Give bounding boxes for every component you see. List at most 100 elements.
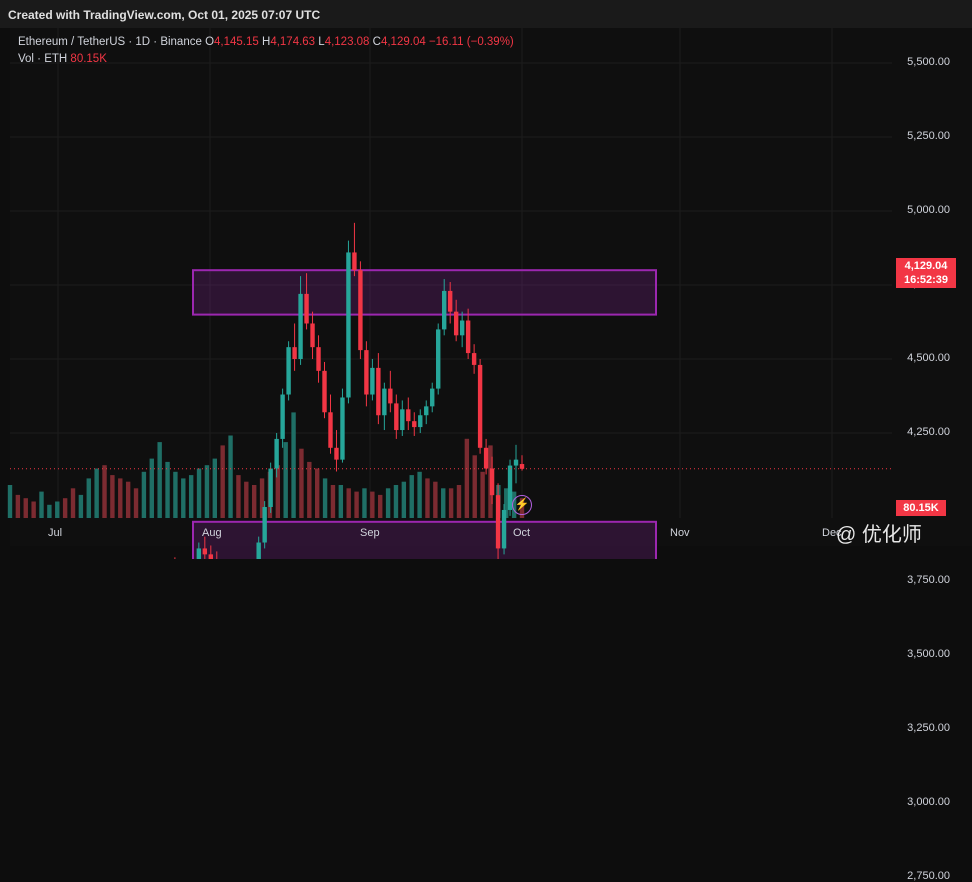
candle-body — [459, 320, 465, 336]
current-price-badge: 4,129.04 16:52:39 — [896, 258, 956, 288]
candle-body — [507, 465, 513, 510]
volume-bar — [86, 478, 91, 518]
volume-bar — [385, 488, 391, 518]
candle-body — [202, 548, 208, 555]
candle-body — [447, 290, 453, 312]
symbol-legend[interactable]: Ethereum / TetherUS · 1D · Binance O4,14… — [18, 36, 514, 48]
volume-bar — [181, 478, 186, 518]
resistance-zone — [192, 269, 657, 316]
price-tick-label: 4,500.00 — [907, 352, 950, 364]
volume-bar — [110, 475, 115, 518]
volume-bar — [204, 465, 210, 518]
close-value: 4,129.04 — [380, 36, 426, 48]
price-tick-label: 3,500.00 — [907, 648, 950, 660]
volume-bar — [362, 488, 367, 518]
candle-body — [376, 367, 381, 416]
caption-text: Created with TradingView.com, Oct 01, 20… — [8, 8, 321, 22]
volume-bar — [102, 465, 107, 518]
candle-body — [442, 290, 447, 330]
candle-body — [316, 347, 321, 371]
price-tick-label: 5,000.00 — [907, 204, 950, 216]
volume-bar — [188, 475, 194, 518]
price-chart[interactable] — [0, 0, 972, 559]
volume-bar — [354, 491, 359, 518]
price-tick-label: 2,750.00 — [907, 870, 950, 882]
current-price-text: 4,129.04 — [904, 260, 948, 272]
volume-bar — [173, 471, 178, 518]
volume-value: 80.15K — [70, 53, 107, 65]
candle-body — [268, 468, 273, 507]
candle-body — [310, 323, 315, 348]
low-value: 4,123.08 — [324, 36, 370, 48]
candle-body — [513, 459, 519, 466]
candle-body — [364, 350, 369, 395]
price-tick-label: 3,250.00 — [907, 722, 950, 734]
volume-bar — [47, 504, 52, 518]
candle-body — [418, 415, 423, 428]
change-value: −16.11 (−0.39%) — [428, 36, 514, 48]
volume-bar — [330, 485, 336, 518]
volume-bar — [299, 448, 304, 518]
candle-body — [465, 320, 471, 354]
volume-bar — [31, 501, 36, 518]
candle-body — [304, 293, 309, 324]
price-tick-label: 4,250.00 — [907, 426, 950, 438]
volume-label: Vol · ETH — [18, 53, 68, 65]
volume-bar — [125, 481, 131, 518]
volume-bar — [315, 468, 320, 518]
volume-bar — [346, 488, 351, 518]
candle-body — [346, 252, 351, 398]
volume-bar — [307, 461, 312, 518]
candle-body — [292, 347, 297, 359]
volume-bar — [196, 468, 202, 518]
candle-body — [256, 542, 261, 559]
volume-bar — [157, 442, 162, 518]
volume-bar — [251, 485, 257, 518]
time-tick-label: Oct — [513, 527, 531, 539]
volume-bar — [441, 488, 446, 518]
volume-bar — [425, 478, 430, 518]
volume-bar — [370, 491, 375, 518]
countdown-text: 16:52:39 — [903, 274, 949, 286]
volume-bar — [94, 468, 99, 518]
volume-bar — [220, 445, 225, 518]
volume-bar — [23, 498, 28, 518]
price-tick-label: 3,000.00 — [907, 796, 950, 808]
high-value: 4,174.63 — [270, 36, 316, 48]
candle-body — [298, 293, 303, 359]
volume-bar — [259, 478, 265, 518]
volume-bar — [244, 481, 249, 518]
candle-body — [436, 329, 441, 389]
volume-bar — [275, 465, 281, 518]
lightning-icon[interactable]: ⚡ — [512, 495, 532, 515]
time-tick-label: Aug — [202, 527, 222, 539]
volume-bar — [480, 471, 485, 518]
time-tick-label: Jul — [48, 527, 63, 539]
price-tick-label: 5,500.00 — [907, 56, 950, 68]
candle-body — [477, 364, 483, 448]
volume-bar — [133, 488, 139, 518]
volume-bar — [165, 461, 170, 518]
candle-body — [519, 464, 525, 469]
candle-body — [208, 554, 213, 559]
time-tick-label: Nov — [670, 527, 690, 539]
volume-bar — [433, 481, 438, 518]
candle-body — [412, 421, 417, 428]
watermark: @ 优化师 — [836, 524, 922, 546]
time-tick-label: Sep — [360, 527, 380, 539]
candle-body — [196, 548, 202, 559]
candle-body — [495, 495, 501, 549]
candle-body — [424, 406, 429, 416]
candle-body — [280, 394, 285, 439]
volume-bar — [393, 485, 399, 518]
volume-bar — [228, 435, 233, 518]
price-tick-label: 3,750.00 — [907, 574, 950, 586]
candle-body — [406, 409, 411, 422]
candle-body — [340, 397, 345, 460]
volume-bar — [141, 471, 147, 518]
candle-body — [471, 353, 477, 365]
support-zone — [192, 520, 657, 559]
volume-legend[interactable]: Vol · ETH 80.15K — [18, 53, 107, 65]
candles — [174, 222, 525, 559]
candle-body — [394, 403, 399, 431]
